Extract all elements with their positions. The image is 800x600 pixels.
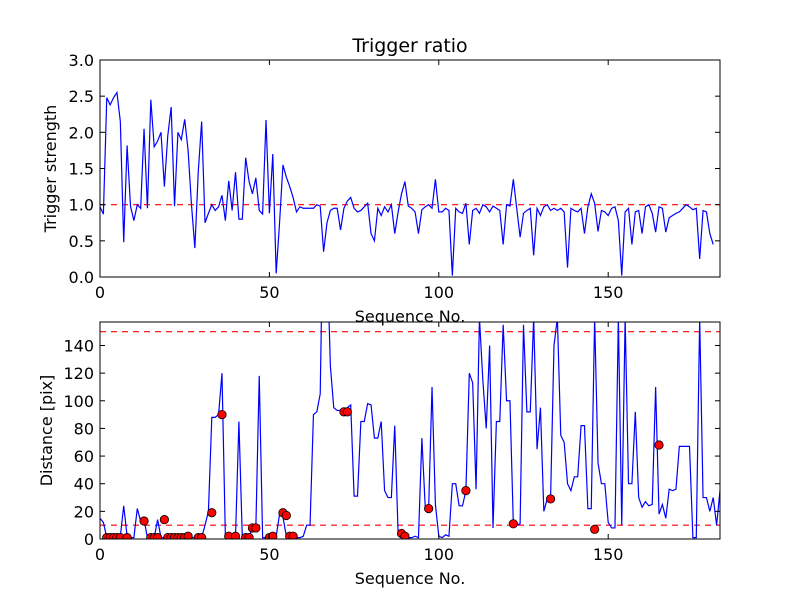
distance-x-tick-label: 0: [95, 545, 105, 564]
trigger-y-tick-label: 2.5: [69, 87, 94, 106]
chart-title: Trigger ratio: [351, 35, 467, 57]
distance-x-tick-label: 50: [259, 545, 279, 564]
trigger-x-tick-label: 0: [95, 283, 105, 302]
trigger-x-axis-label: Sequence No.: [355, 307, 466, 326]
distance-y-tick-label: 120: [63, 364, 94, 383]
distance-marker-point: [268, 531, 278, 539]
distance-marker-point: [424, 503, 434, 514]
distance-plot-frame: [99, 321, 721, 540]
distance-panel: 0 50 100 150 0 20 40 60 80 100 120 140 Sequence No.…: [37, 321, 721, 588]
distance-y-tick-label: 60: [74, 447, 94, 466]
distance-marker-point: [197, 533, 207, 539]
distance-marker-point: [590, 524, 600, 534]
trigger-plot-frame: [99, 59, 721, 278]
distance-marker-point: [183, 531, 193, 539]
distance-x-tick-label: 100: [424, 545, 455, 564]
distance-marker-point: [281, 510, 291, 521]
distance-data-layer: [100, 322, 720, 539]
distance-y-tick-label: 0: [84, 530, 94, 549]
distance-x-axis-label: Sequence No.: [355, 569, 466, 588]
distance-marker-point: [139, 516, 149, 526]
trigger-x-tick-label: 50: [259, 283, 279, 302]
trigger-data-layer: [100, 90, 720, 276]
distance-y-tick-label: 100: [63, 392, 94, 411]
trigger-y-tick-label: 1.5: [69, 160, 94, 179]
distance-y-axis-label: Distance [pix]: [37, 375, 56, 487]
distance-x-tick-label: 150: [593, 545, 624, 564]
distance-y-tick-label: 20: [74, 502, 94, 521]
trigger-y-axis-label: Trigger strength: [41, 105, 60, 234]
trigger-y-tick-label: 1.0: [69, 196, 94, 215]
distance-marker-point: [230, 531, 241, 539]
trigger-series-line: [100, 90, 714, 276]
distance-marker-point: [654, 440, 664, 450]
distance-y-tick-label: 80: [74, 419, 94, 438]
distance-marker-point: [122, 533, 132, 539]
trigger-ratio-panel: Trigger ratio 0 50 100 150 0.0 0.5 1.0 1.5 2.0 2.…: [41, 35, 721, 326]
trigger-plot-area: 0 50 100 150 0.0 0.5 1.0 1.5 2.0 2.5 3.0: [69, 51, 720, 302]
trigger-x-tick-label: 100: [424, 283, 455, 302]
trigger-y-tick-label: 0.5: [69, 232, 94, 251]
distance-marker-point: [207, 508, 217, 518]
distance-marker-point: [159, 515, 169, 525]
distance-marker-point: [342, 407, 352, 417]
trigger-x-tick-label: 150: [593, 283, 624, 302]
distance-marker-point: [217, 410, 227, 420]
trigger-y-tick-label: 3.0: [69, 51, 94, 70]
trigger-y-tick-label: 2.0: [69, 123, 94, 142]
distance-marker-point: [244, 533, 254, 539]
distance-marker-point: [152, 533, 163, 539]
distance-marker-point: [251, 523, 261, 533]
distance-marker-point: [546, 494, 556, 504]
distance-marker-point: [400, 531, 410, 539]
distance-marker-point: [461, 486, 471, 496]
distance-y-tick-label: 40: [74, 475, 94, 494]
distance-plot-area: 0 50 100 150 0 20 40 60 80 100 120 140: [63, 322, 720, 564]
distance-marker-point: [288, 531, 298, 539]
distance-series-line: [100, 322, 720, 539]
distance-y-tick-label: 140: [63, 336, 94, 355]
trigger-y-tick-label: 0.0: [69, 268, 94, 287]
distance-marker-point: [508, 519, 518, 529]
